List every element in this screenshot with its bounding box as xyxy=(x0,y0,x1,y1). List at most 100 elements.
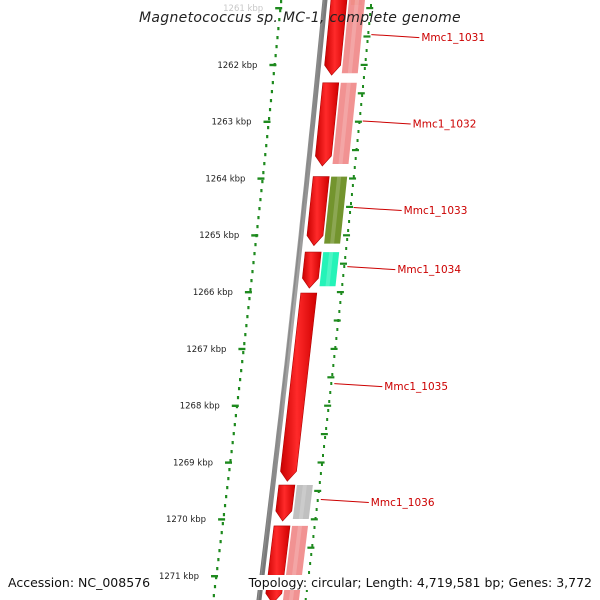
ruler-dot xyxy=(216,567,219,571)
ruler-dot xyxy=(247,306,250,310)
gene-label: Mmc1_1033 xyxy=(404,205,468,217)
ruler-dot xyxy=(227,477,230,481)
guide-dot xyxy=(309,562,312,565)
gene-category-block xyxy=(332,82,357,164)
ruler-dot xyxy=(229,459,232,463)
ruler-dot xyxy=(275,45,278,49)
guide-dot xyxy=(359,112,362,115)
guide-dot xyxy=(332,364,335,367)
ruler-tick xyxy=(225,461,233,464)
guide-dot xyxy=(316,499,319,502)
ruler-dot xyxy=(276,36,279,40)
guide-tick xyxy=(357,92,365,95)
ruler-dot xyxy=(264,153,267,157)
ruler-dot xyxy=(263,162,266,166)
guide-dot xyxy=(353,166,356,169)
ruler-tick xyxy=(275,7,283,10)
ruler-dot xyxy=(221,522,224,526)
guide-dot xyxy=(341,283,344,286)
guide-tick xyxy=(320,433,328,436)
ruler-dot xyxy=(253,252,256,256)
gene-category-highlight xyxy=(347,0,359,74)
gene-arrow xyxy=(306,176,330,247)
ruler-tick xyxy=(251,234,259,237)
ruler-dot xyxy=(218,549,221,553)
gene-category-highlight xyxy=(330,176,342,244)
gene-category-block xyxy=(324,176,348,244)
ruler-label: 1263 kbp xyxy=(211,118,251,128)
guide-dot xyxy=(368,22,371,25)
ruler-dot xyxy=(243,342,246,346)
gene-arrow xyxy=(302,251,322,289)
gene-category-block xyxy=(292,485,313,519)
ruler-dot xyxy=(254,243,257,247)
ruler-dot xyxy=(274,54,277,58)
ruler-dot xyxy=(258,207,261,211)
gene-label-leader xyxy=(347,266,396,271)
guide-dot xyxy=(323,445,326,448)
ruler-dot xyxy=(268,108,272,112)
ruler-dot xyxy=(212,594,215,598)
genome-summary-text: Topology: circular; Length: 4,719,581 bp… xyxy=(248,575,592,590)
ruler-label: 1271 kbp xyxy=(159,572,199,582)
ruler-tick xyxy=(238,347,246,351)
ruler-dot xyxy=(257,216,260,220)
gene-track xyxy=(256,0,365,600)
guide-dot xyxy=(349,211,352,214)
ruler-dot xyxy=(223,504,227,508)
guide-dot xyxy=(365,49,368,52)
guide-tick xyxy=(346,205,354,208)
guide-dot xyxy=(331,373,334,376)
ruler-tick xyxy=(263,120,271,123)
guide-dot xyxy=(329,391,332,394)
ruler-dot xyxy=(266,135,269,139)
guide-tick xyxy=(366,7,374,10)
guide-dot xyxy=(342,274,345,277)
guide-dot xyxy=(319,472,322,475)
guide-tick xyxy=(363,35,371,38)
guide-dot xyxy=(325,427,328,430)
guide-dot xyxy=(322,454,324,457)
guide-dot xyxy=(310,553,313,556)
ruler-dot xyxy=(278,18,281,22)
ruler-dot xyxy=(279,9,282,13)
guide-dot xyxy=(340,292,343,295)
ruler-tick xyxy=(231,404,239,407)
ruler-label: 1266 kbp xyxy=(193,288,233,298)
ruler-dot xyxy=(225,495,228,499)
guide-dot xyxy=(346,238,349,241)
ruler-dot xyxy=(262,171,265,175)
ruler-dot xyxy=(250,279,253,283)
gene-arrow xyxy=(324,0,348,76)
ruler-dot xyxy=(220,531,223,535)
gene-label: Mmc1_1036 xyxy=(371,497,435,509)
guide-tick xyxy=(360,63,368,66)
gene-category-highlight xyxy=(298,485,307,519)
guide-tick xyxy=(354,120,362,123)
guide-dot xyxy=(333,355,336,358)
ruler-dot xyxy=(270,90,274,94)
ruler-label: 1264 kbp xyxy=(205,174,245,184)
gene-arrow xyxy=(280,292,318,482)
guide-dot xyxy=(357,130,360,133)
ruler-dot xyxy=(232,432,235,436)
gene-label-leader xyxy=(371,34,420,39)
guide-dot xyxy=(343,265,346,268)
ruler-tick xyxy=(218,518,226,521)
gene-category-highlight xyxy=(325,252,334,287)
ruler-dot xyxy=(272,72,275,76)
ruler-dot xyxy=(233,423,236,427)
ruler-label: 1265 kbp xyxy=(199,231,239,241)
ruler-dot xyxy=(267,117,271,121)
guide-tick xyxy=(310,518,318,521)
guide-dot xyxy=(349,202,352,205)
guide-dot xyxy=(348,220,351,223)
gene-label: Mmc1_1034 xyxy=(397,264,461,276)
ruler-dot xyxy=(259,198,262,202)
ruler-dot xyxy=(237,387,241,391)
guide-dot xyxy=(312,535,315,538)
ruler-dot xyxy=(226,486,229,490)
guide-tick xyxy=(307,546,315,549)
guide-dot xyxy=(335,337,338,340)
guide-tick xyxy=(330,347,338,350)
